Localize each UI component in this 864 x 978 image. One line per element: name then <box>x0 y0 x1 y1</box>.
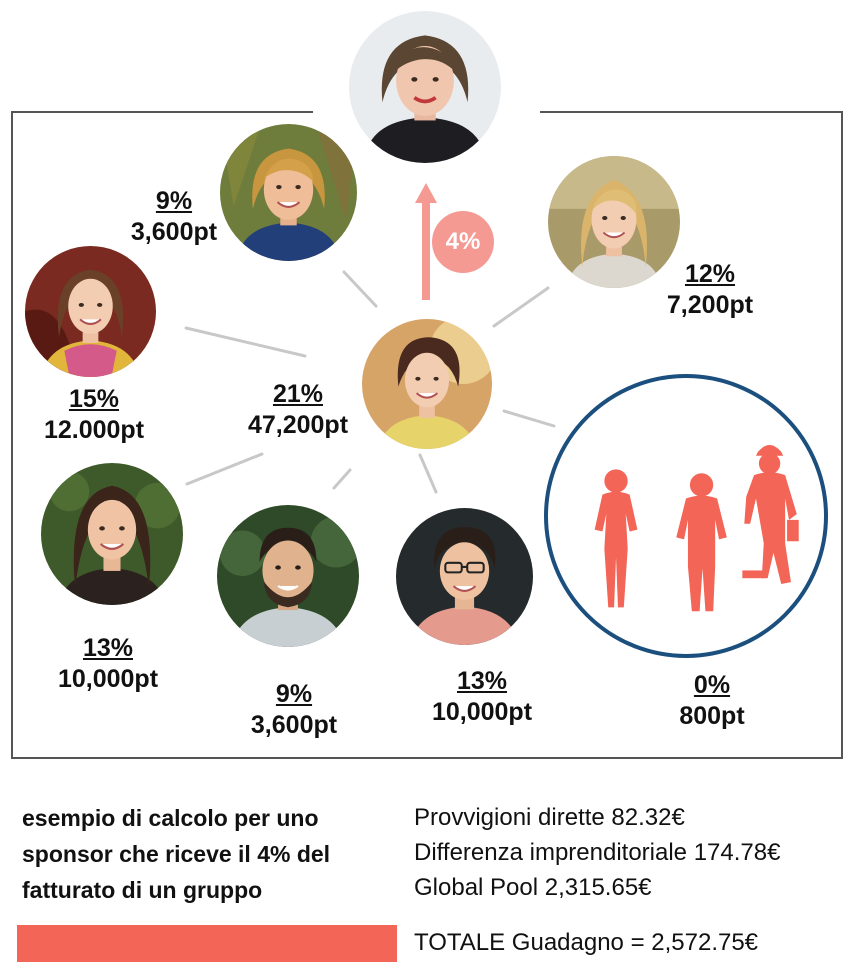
node-points-top-left: 3,600pt <box>130 218 218 246</box>
member-avatar-bottom-right <box>396 508 533 645</box>
node-points-left: 12.000pt <box>43 416 145 444</box>
man-silhouette-icon <box>676 473 727 612</box>
worker-silhouette-icon <box>742 445 799 585</box>
node-percent-bottom-left: 13% <box>82 634 134 662</box>
calculation-description: esempio di calcolo per uno sponsor che r… <box>22 805 331 903</box>
frame-left <box>11 111 13 759</box>
frame-top-right <box>540 111 843 113</box>
node-label-team: 0% 800pt <box>642 670 782 732</box>
frame-bottom <box>11 757 843 759</box>
node-percent-bottom-right: 13% <box>456 667 508 695</box>
node-label-left: 15% 12.000pt <box>24 384 164 446</box>
connector-bottom-middle <box>332 468 352 490</box>
node-points-center: 47,200pt <box>247 411 349 439</box>
frame-top-left <box>11 111 313 113</box>
member-avatar-top-right <box>548 156 680 288</box>
member-avatar-bottom-left <box>41 463 183 605</box>
node-percent-center: 21% <box>272 380 324 408</box>
total-highlight-bar <box>17 925 397 962</box>
connector-top-left <box>342 270 378 308</box>
node-points-top-right: 7,200pt <box>666 291 754 319</box>
team-silhouettes-icon <box>594 445 799 612</box>
earnings-breakdown: Provvigioni dirette 82.32€ Differenza im… <box>414 800 780 905</box>
node-label-bottom-right: 13% 10,000pt <box>412 666 552 728</box>
team-group-circle <box>544 374 828 658</box>
frame-right <box>841 111 843 759</box>
total-earnings: TOTALE Guadagno = 2,572.75€ <box>414 929 759 956</box>
member-avatar-top-left <box>220 124 357 261</box>
upline-arrow <box>415 183 437 300</box>
node-label-center: 21% 47,200pt <box>228 379 368 441</box>
breakdown-direct-commission: Provvigioni dirette 82.32€ <box>414 804 685 831</box>
sponsor-percent-badge: 4% <box>432 211 494 273</box>
node-percent-team: 0% <box>693 671 731 699</box>
breakdown-global-pool: Global Pool 2,315.65€ <box>414 874 652 901</box>
connector-team <box>502 409 556 428</box>
connector-bottom-right <box>418 453 438 494</box>
connector-left <box>184 326 307 358</box>
woman-silhouette-icon <box>594 469 638 608</box>
sponsor-avatar <box>349 11 501 163</box>
node-label-bottom-middle: 9% 3,600pt <box>224 679 364 741</box>
member-avatar-left <box>25 246 156 377</box>
breakdown-entrepreneurial-difference: Differenza imprenditoriale 174.78€ <box>414 839 781 866</box>
connector-bottom-left <box>185 452 264 486</box>
node-points-bottom-middle: 3,600pt <box>250 711 338 739</box>
member-avatar-bottom-middle <box>217 505 359 647</box>
node-label-top-left: 9% 3,600pt <box>114 186 234 248</box>
member-avatar-center <box>362 319 492 449</box>
node-percent-left: 15% <box>68 385 120 413</box>
node-points-bottom-left: 10,000pt <box>57 665 159 693</box>
node-points-team: 800pt <box>679 702 745 730</box>
connector-top-right <box>492 286 550 328</box>
node-percent-top-left: 9% <box>155 187 193 215</box>
node-percent-bottom-middle: 9% <box>275 680 313 708</box>
node-percent-top-right: 12% <box>684 260 736 288</box>
node-label-top-right: 12% 7,200pt <box>650 259 770 321</box>
node-points-bottom-right: 10,000pt <box>431 698 533 726</box>
node-label-bottom-left: 13% 10,000pt <box>38 633 178 695</box>
